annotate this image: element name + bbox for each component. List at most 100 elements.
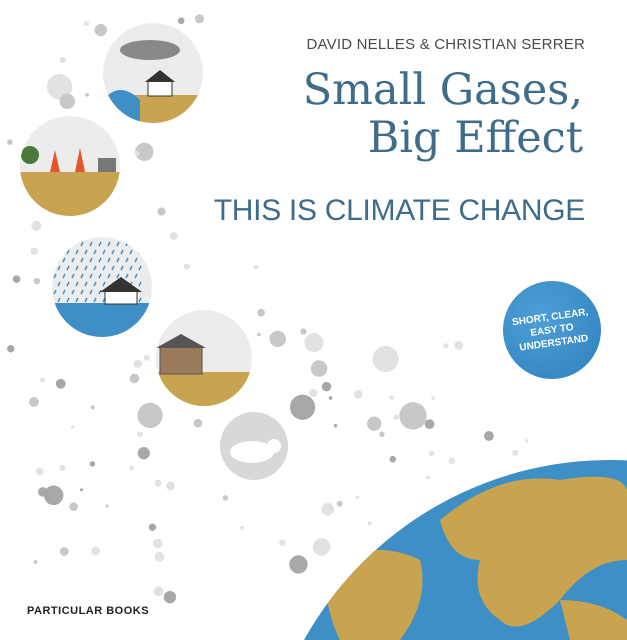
raindrop: [116, 241, 120, 247]
raindrop: [80, 273, 84, 279]
decorative-dot: [83, 21, 89, 27]
raindrop: [62, 257, 66, 263]
decorative-dot: [33, 560, 38, 565]
decorative-dot: [393, 414, 399, 420]
subtitle: THIS IS CLIMATE CHANGE: [213, 194, 586, 227]
raindrop: [89, 257, 93, 263]
raindrop: [71, 257, 75, 263]
decorative-dot: [33, 277, 41, 285]
decorative-dot: [137, 447, 150, 460]
raindrop: [129, 265, 133, 271]
raindrop: [116, 273, 120, 279]
decorative-dot: [399, 402, 427, 430]
raindrop: [75, 249, 79, 255]
raindrop: [57, 265, 61, 271]
decorative-dot: [367, 521, 372, 526]
raindrop: [89, 289, 93, 295]
decorative-dot: [428, 450, 435, 457]
decorative-dot: [372, 345, 399, 373]
raindrop: [111, 249, 115, 255]
decorative-dot: [105, 504, 109, 508]
decorative-dot: [154, 551, 165, 562]
raindrop: [111, 265, 115, 271]
decorative-dots: [7, 14, 529, 604]
decorative-dot: [312, 538, 331, 556]
raindrop: [98, 257, 102, 263]
decorative-dot: [309, 388, 318, 397]
raindrop: [138, 249, 142, 255]
decorative-dot: [59, 464, 66, 471]
raindrop: [84, 281, 88, 287]
raindrop: [71, 289, 75, 295]
raindrop: [120, 265, 124, 271]
decorative-dot: [389, 455, 397, 463]
decorative-dot: [85, 92, 90, 97]
decorative-dot: [328, 396, 333, 400]
raindrop: [102, 249, 106, 255]
drought-barn-icon: [156, 310, 252, 406]
decorative-dot: [310, 360, 328, 377]
decorative-dot: [70, 425, 75, 429]
decorative-dot: [194, 14, 204, 24]
raindrop: [129, 249, 133, 255]
decorative-dot: [154, 479, 162, 487]
raindrop: [75, 297, 79, 303]
raindrop: [98, 273, 102, 279]
raindrop: [98, 241, 102, 247]
decorative-dot: [157, 207, 166, 216]
decorative-dot: [134, 150, 140, 156]
decorative-dot: [79, 488, 83, 492]
decorative-dot: [30, 247, 38, 256]
book-title: Small Gases, Big Effect: [303, 66, 583, 162]
decorative-dot: [55, 378, 66, 389]
raindrop: [66, 297, 70, 303]
decorative-dot: [7, 139, 13, 145]
decorative-dot: [7, 345, 15, 353]
decorative-dot: [454, 341, 464, 350]
decorative-dot: [46, 74, 73, 100]
raindrop: [125, 257, 129, 263]
decorative-dot: [183, 263, 190, 270]
decorative-dot: [31, 220, 42, 231]
decorative-dot: [153, 586, 164, 597]
decorative-dot: [89, 461, 96, 467]
raindrop: [53, 257, 57, 263]
decorative-dot: [137, 431, 143, 438]
raindrop: [107, 257, 111, 263]
decorative-dot: [90, 405, 95, 410]
decorative-dot: [152, 538, 163, 549]
raindrop: [57, 281, 61, 287]
decorative-dot: [38, 487, 48, 497]
raindrop: [66, 249, 70, 255]
raindrop: [71, 273, 75, 279]
raindrop: [66, 281, 70, 287]
decorative-dot: [279, 539, 286, 546]
decorative-dot: [426, 475, 430, 480]
raindrop: [62, 289, 66, 295]
decorative-dot: [257, 332, 261, 337]
decorative-dot: [367, 416, 382, 431]
globe-icon: [304, 459, 627, 640]
decorative-dot: [389, 395, 395, 400]
rain-flood-icon: [52, 237, 152, 337]
badge-text: SHORT, CLEAR, EASY TO UNDERSTAND: [511, 306, 589, 354]
decorative-dot: [43, 485, 64, 506]
decorative-dot: [69, 502, 78, 511]
raindrop: [62, 241, 66, 247]
raindrop: [80, 241, 84, 247]
raindrop: [102, 265, 106, 271]
raindrop: [57, 297, 61, 303]
decorative-dot: [289, 555, 308, 574]
decorative-dot: [148, 523, 157, 531]
raindrop: [84, 297, 88, 303]
decorative-dot: [240, 525, 245, 530]
raindrop: [120, 249, 124, 255]
raindrop: [107, 241, 111, 247]
decorative-dot: [257, 308, 265, 317]
raindrop: [75, 281, 79, 287]
authors: DAVID NELLES & CHRISTIAN SERRER: [306, 36, 585, 53]
decorative-dot: [163, 590, 177, 604]
raindrop: [89, 241, 93, 247]
decorative-dot: [177, 17, 185, 25]
